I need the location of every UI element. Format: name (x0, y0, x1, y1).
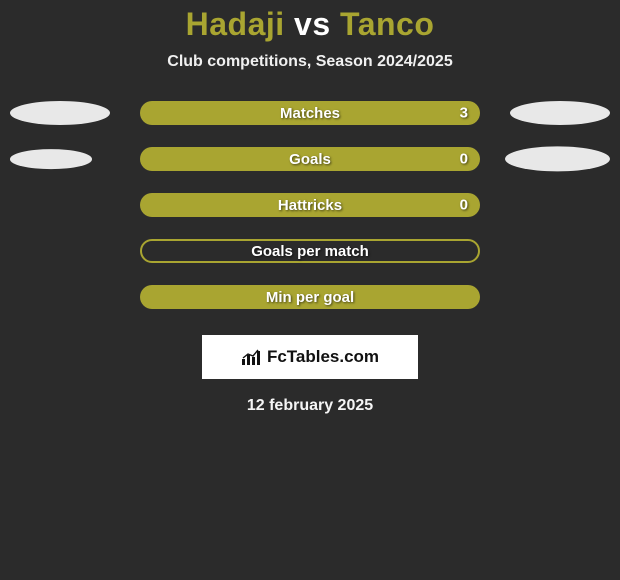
stat-value-right: 3 (460, 105, 468, 122)
brand-text: FcTables.com (267, 347, 379, 367)
stat-row: 0 Goals (0, 147, 620, 171)
bar-chart-icon (241, 348, 263, 366)
stat-row: Min per goal (0, 285, 620, 309)
stat-label: Goals (289, 151, 331, 168)
stat-row: Goals per match (0, 239, 620, 263)
stat-row: 0 Hattricks (0, 193, 620, 217)
player-bubble-left (10, 101, 110, 125)
date-label: 12 february 2025 (0, 397, 620, 415)
title-player2: Tanco (340, 6, 434, 42)
stat-label: Min per goal (266, 289, 354, 306)
stat-bar: 0 Goals (140, 147, 480, 171)
player-bubble-right (505, 146, 610, 171)
stat-rows: 3 Matches 0 Goals 0 Hattricks Goals per match M… (0, 101, 620, 309)
stat-label: Matches (280, 105, 340, 122)
stat-bar: 3 Matches (140, 101, 480, 125)
stat-bar: Goals per match (140, 239, 480, 263)
stat-bar: Min per goal (140, 285, 480, 309)
page-title: Hadaji vs Tanco (0, 6, 620, 43)
player-bubble-right (510, 101, 610, 125)
title-player1: Hadaji (186, 6, 285, 42)
brand-box[interactable]: FcTables.com (202, 335, 418, 379)
stat-value-right: 0 (460, 197, 468, 214)
stat-value-right: 0 (460, 151, 468, 168)
stat-bar: 0 Hattricks (140, 193, 480, 217)
brand-inner: FcTables.com (241, 347, 379, 367)
comparison-card: Hadaji vs Tanco Club competitions, Seaso… (0, 0, 620, 580)
subtitle: Club competitions, Season 2024/2025 (0, 53, 620, 71)
player-bubble-left (10, 149, 92, 169)
stat-row: 3 Matches (0, 101, 620, 125)
title-vs: vs (294, 6, 331, 42)
stat-label: Goals per match (251, 243, 369, 260)
stat-label: Hattricks (278, 197, 342, 214)
